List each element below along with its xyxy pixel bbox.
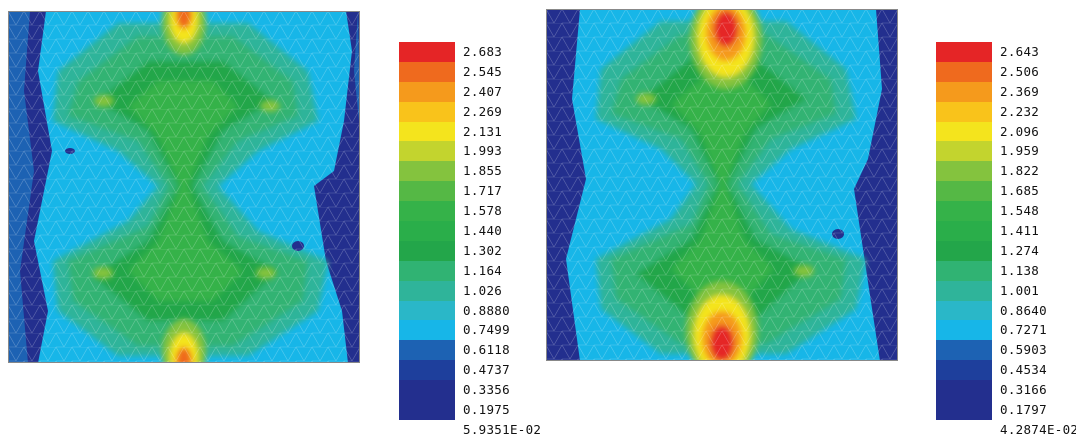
legend-label: 2.506 [1000, 63, 1040, 79]
legend-label: 0.4534 [1000, 362, 1047, 378]
legend-label: 0.7499 [463, 322, 510, 338]
legend-swatch [936, 320, 992, 341]
legend-swatch [399, 380, 455, 401]
legend-label: 0.8880 [463, 302, 510, 318]
legend-label: 1.855 [463, 163, 503, 179]
legend-label: 1.001 [1000, 282, 1040, 298]
legend-label: 1.138 [1000, 262, 1040, 278]
legend-swatch [399, 221, 455, 241]
legend-label: 1.993 [463, 143, 503, 159]
legend-label: 2.131 [463, 123, 503, 139]
legend-label: 0.1797 [1000, 402, 1047, 418]
legend-swatch [399, 201, 455, 222]
contour-panel-2: 2.643 2.506 2.369 2.232 2.096 1.959 1.822 1.685… [540, 0, 1076, 437]
legend-swatch [936, 101, 992, 122]
legend-swatch [936, 201, 992, 222]
legend-label: 0.8640 [1000, 302, 1047, 318]
legend-swatch [936, 280, 992, 301]
legend-label: 1.164 [463, 262, 503, 278]
legend-swatch [399, 81, 455, 102]
legend-label: 1.717 [463, 183, 503, 199]
legend-swatch [936, 42, 992, 62]
contour-panel-1: 2.683 2.545 2.407 2.269 2.131 1.993 1.855 1.717… [0, 0, 541, 437]
legend-label: 2.232 [1000, 103, 1040, 119]
legend-swatch [936, 221, 992, 241]
legend-label: 2.407 [463, 83, 503, 99]
legend-swatch [399, 61, 455, 82]
legend-swatch [936, 61, 992, 82]
legend-swatch [936, 340, 992, 361]
legend-label: 0.1975 [463, 402, 510, 418]
legend-swatch [399, 181, 455, 202]
contour-plot-2 [546, 9, 898, 361]
legend-swatch [399, 360, 455, 381]
legend-label: 1.302 [463, 242, 503, 258]
legend-label: 1.026 [463, 282, 503, 298]
legend-swatch [399, 260, 455, 281]
legend-label: 1.578 [463, 203, 503, 219]
legend-label: 0.3166 [1000, 382, 1047, 398]
legend-swatch [399, 400, 455, 420]
legend-swatch [936, 161, 992, 182]
legend-swatch [936, 400, 992, 420]
legend-label: 1.440 [463, 223, 503, 239]
legend-swatch [936, 121, 992, 142]
legend-label: 2.269 [463, 103, 503, 119]
legend-swatch [399, 141, 455, 162]
legend-label: 2.096 [1000, 123, 1040, 139]
legend-swatch [936, 141, 992, 162]
legend-swatch [936, 181, 992, 202]
legend-label: 0.6118 [463, 342, 510, 358]
legend-label: 2.643 [1000, 44, 1040, 59]
legend-label: 1.548 [1000, 203, 1040, 219]
legend-label: 2.545 [463, 63, 503, 79]
legend-label: 2.683 [463, 44, 503, 59]
legend-swatch [936, 360, 992, 381]
legend-swatch [936, 380, 992, 401]
legend-swatch [399, 280, 455, 301]
legend-label: 1.685 [1000, 183, 1040, 199]
legend-swatch [399, 300, 455, 321]
legend-swatch [399, 42, 455, 62]
legend-label: 0.4737 [463, 362, 510, 378]
legend-label: 5.9351E-02 [463, 421, 542, 437]
legend-swatch [399, 240, 455, 261]
legend-label: 4.2874E-02 [1000, 421, 1076, 437]
legend-swatch [936, 81, 992, 102]
legend-swatch [399, 161, 455, 182]
legend-label: 0.3356 [463, 382, 510, 398]
legend-label: 1.959 [1000, 143, 1040, 159]
legend-label: 0.5903 [1000, 342, 1047, 358]
legend-swatch [399, 121, 455, 142]
legend-label: 0.7271 [1000, 322, 1047, 338]
legend-label: 1.274 [1000, 242, 1040, 258]
legend-swatch [936, 300, 992, 321]
legend-swatch [936, 240, 992, 261]
legend-swatch [399, 340, 455, 361]
legend-label: 1.411 [1000, 223, 1040, 239]
legend-label: 2.369 [1000, 83, 1040, 99]
contour-plot-1 [8, 11, 360, 363]
legend-swatch [399, 101, 455, 122]
legend-swatch [399, 320, 455, 341]
legend-swatch [936, 260, 992, 281]
legend-label: 1.822 [1000, 163, 1040, 179]
